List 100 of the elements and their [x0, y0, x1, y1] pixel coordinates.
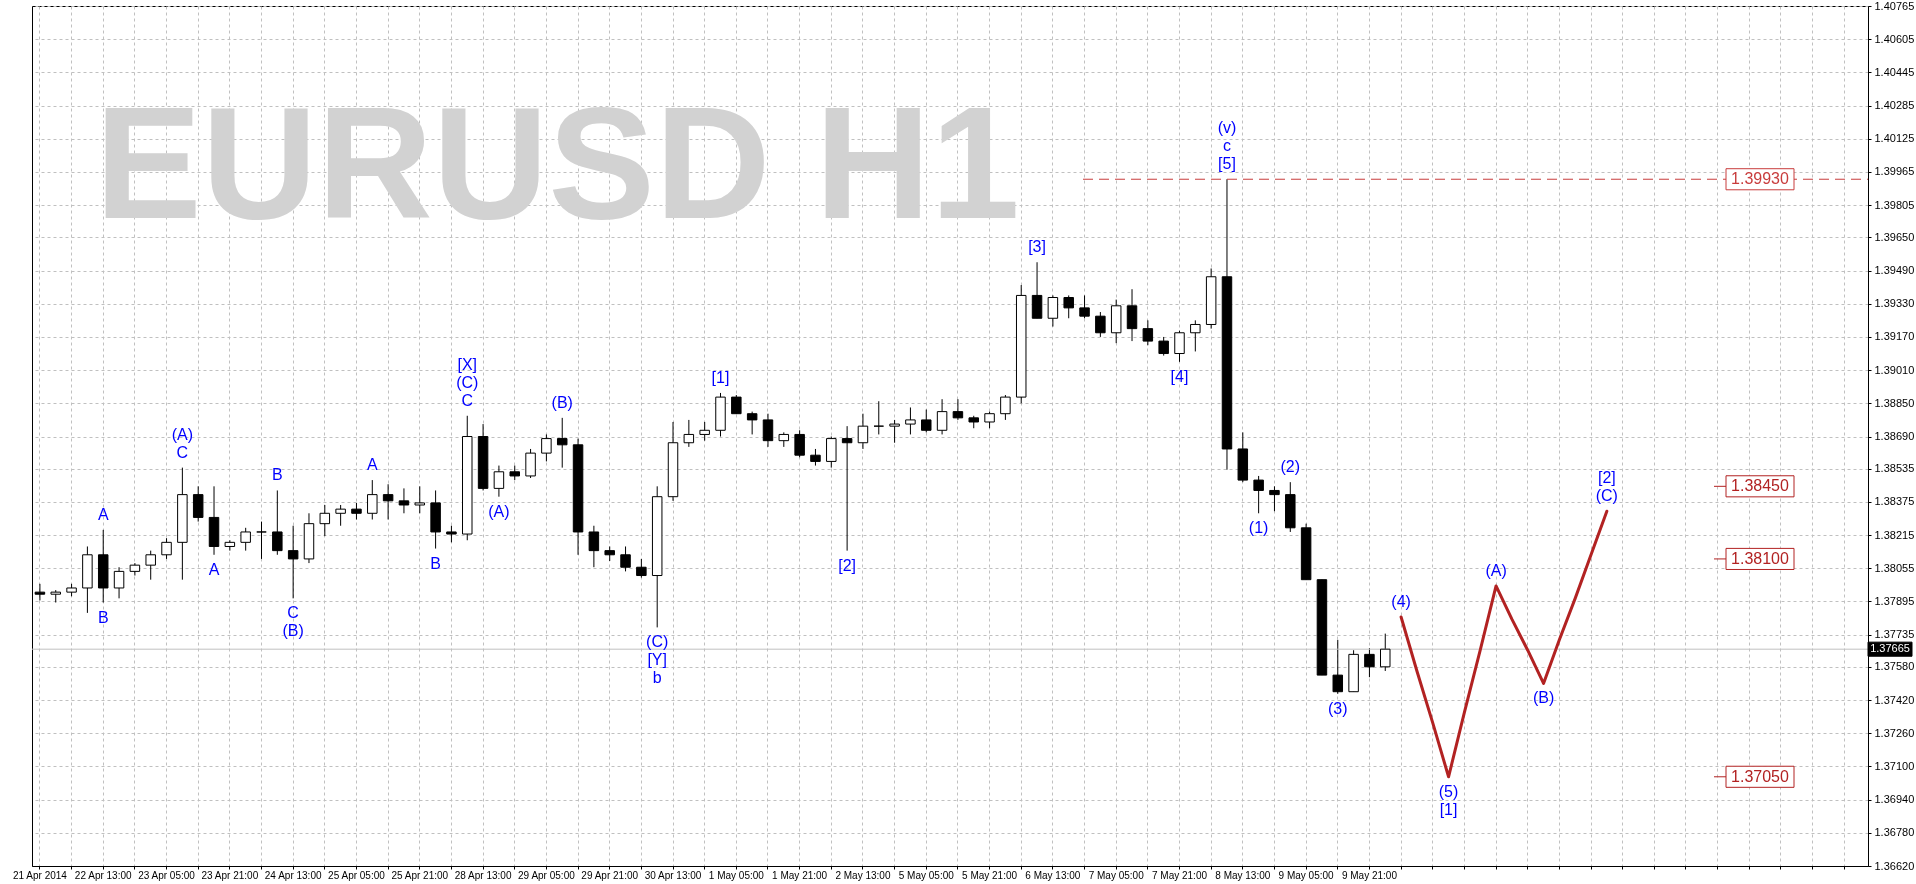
annotation: (C)	[646, 633, 669, 651]
y-tick-label: 1.40445	[1874, 65, 1915, 78]
candlestick	[319, 504, 331, 537]
candlestick	[762, 413, 774, 448]
candlestick	[1031, 261, 1043, 319]
annotation: (1)	[1248, 519, 1269, 537]
candlestick	[936, 398, 948, 435]
candlestick	[414, 485, 426, 514]
candlestick	[1063, 294, 1074, 319]
y-tick-label: 1.37895	[1874, 594, 1915, 607]
candlestick	[794, 429, 805, 458]
candlestick	[335, 504, 346, 527]
y-tick-label: 1.36780	[1874, 826, 1915, 839]
annotation: (5)	[1438, 782, 1459, 800]
annotation: (B)	[282, 622, 304, 640]
x-tick-label: 23 Apr 05:00	[138, 869, 196, 881]
candlestick	[952, 398, 964, 421]
annotation: C	[461, 391, 474, 409]
candlestick	[493, 465, 505, 498]
y-tick-label: 1.38850	[1874, 396, 1915, 409]
y-tick-label: 1.36940	[1874, 793, 1915, 806]
annotation: [Y]	[647, 651, 667, 669]
annotation: [1]	[1439, 800, 1458, 818]
ref-line-label: 1.37665	[1870, 642, 1910, 655]
x-tick-label: 2 May 13:00	[835, 869, 891, 881]
x-tick-label: 6 May 13:00	[1025, 869, 1081, 881]
x-tick-label: 21 Apr 2014	[12, 869, 68, 881]
y-tick-label: 1.39330	[1874, 297, 1915, 310]
candlestick	[161, 537, 172, 560]
candlestick	[1364, 647, 1375, 678]
y-tick-label: 1.38690	[1874, 430, 1915, 443]
candlestick	[287, 525, 299, 599]
annotation: A	[366, 456, 378, 474]
annotation: [1]	[711, 368, 730, 386]
annotation: [5]	[1218, 155, 1236, 173]
x-tick-label: 1 May 21:00	[772, 869, 828, 881]
y-tick-label: 1.39170	[1874, 330, 1915, 343]
candlestick	[1190, 319, 1201, 352]
ref-line-label: 1.38450	[1731, 477, 1790, 495]
annotation: (A)	[1485, 561, 1507, 579]
y-tick-label: 1.39010	[1874, 363, 1915, 376]
y-tick-label: 1.40765	[1874, 0, 1915, 12]
annotation: A	[97, 505, 109, 523]
candlestick	[826, 436, 837, 469]
candlestick	[588, 525, 600, 568]
y-tick-label: 1.38535	[1874, 462, 1915, 475]
candlestick	[921, 409, 932, 433]
candlestick	[541, 433, 552, 462]
candlestick	[889, 419, 900, 444]
x-tick-label: 22 Apr 13:00	[74, 869, 133, 881]
candlestick	[1126, 288, 1138, 342]
x-tick-label: 25 Apr 21:00	[391, 869, 449, 881]
annotation: [2]	[1597, 469, 1616, 487]
y-tick-label: 1.37580	[1874, 660, 1915, 673]
candlestick	[129, 562, 141, 577]
annotation: B	[97, 608, 109, 626]
y-tick-label: 1.36620	[1874, 859, 1915, 872]
annotation: B	[430, 554, 441, 572]
candlestick	[1095, 311, 1106, 338]
annotation: (2)	[1280, 458, 1301, 476]
candlestick	[731, 394, 742, 415]
y-tick-label: 1.39490	[1874, 264, 1915, 277]
annotation: C	[287, 604, 299, 622]
y-tick-label: 1.39965	[1874, 165, 1915, 178]
x-tick-label: 7 May 05:00	[1088, 869, 1145, 881]
candlestick	[620, 545, 631, 572]
x-tick-label: 8 May 13:00	[1215, 869, 1271, 881]
candlestick	[556, 417, 568, 469]
y-tick-label: 1.38375	[1874, 495, 1915, 508]
candlestick	[1158, 336, 1169, 357]
annotation: b	[652, 669, 662, 687]
x-tick-label: 1 May 05:00	[708, 869, 765, 881]
candlestick	[192, 485, 204, 523]
x-tick-label: 5 May 21:00	[962, 869, 1018, 881]
y-tick-label: 1.38055	[1874, 561, 1915, 574]
y-tick-label: 1.38215	[1874, 528, 1915, 541]
candlestick	[240, 527, 251, 552]
candlestick	[145, 550, 156, 581]
candlestick	[905, 406, 916, 435]
annotation: [3]	[1028, 238, 1046, 256]
annotation: (A)	[171, 425, 194, 443]
annotation: c	[1222, 137, 1231, 155]
candlestick	[1079, 294, 1090, 319]
y-tick-label: 1.37260	[1874, 726, 1915, 739]
candlestick	[636, 558, 647, 579]
y-tick-label: 1.40605	[1874, 32, 1915, 45]
annotation: A	[208, 560, 220, 578]
x-tick-label: 28 Apr 13:00	[454, 869, 512, 881]
candlestick	[1269, 485, 1280, 512]
candlestick	[256, 521, 267, 560]
candlestick	[1253, 475, 1264, 514]
annotation: (A)	[488, 502, 510, 520]
x-tick-label: 25 Apr 05:00	[328, 869, 386, 881]
candlestick	[841, 425, 853, 552]
y-tick-label: 1.37420	[1874, 693, 1915, 706]
x-tick-label: 29 Apr 05:00	[518, 869, 576, 881]
y-tick-label: 1.40285	[1874, 99, 1915, 112]
ref-line-label: 1.37050	[1731, 767, 1790, 785]
annotation: (B)	[1532, 689, 1555, 707]
candlestick	[1174, 330, 1185, 363]
